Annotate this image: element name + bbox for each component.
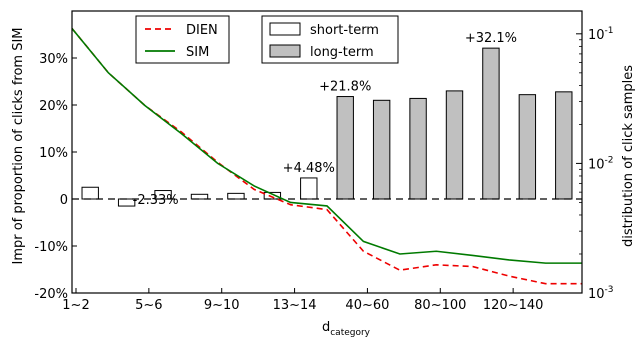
x-axis-label-subscript: category	[330, 328, 370, 338]
y-right-tick-label: 10-3	[588, 285, 614, 302]
legend-long-term-label: long-term	[310, 45, 374, 60]
y-right-tick-base: 10	[588, 28, 605, 43]
y-left-tick-label: 0	[60, 193, 68, 208]
bar-long-term-9	[409, 97, 427, 200]
bar-short-term-0	[81, 186, 99, 200]
y-right-tick-base: 10	[588, 157, 605, 172]
y-right-tick-label: 10-2	[588, 155, 614, 172]
legend-long-term-swatch	[269, 44, 301, 58]
x-tick-label: 120~140	[483, 298, 544, 313]
bar-group	[81, 47, 573, 207]
legend-sim-label: SIM	[186, 45, 209, 60]
y-right-tick-exponent: -2	[605, 155, 614, 165]
x-axis-label-main: d	[322, 320, 330, 335]
bar-long-term-10	[445, 90, 464, 200]
bar-annotation-7: +21.8%	[319, 80, 371, 95]
y-left-tick-label: 30%	[39, 52, 68, 67]
bar-long-term-7	[336, 96, 354, 200]
bar-short-term-4	[227, 192, 245, 200]
x-tick-label: 40~60	[345, 298, 389, 313]
y-axis-left: -20% -10% 0 10% 20% 30%	[34, 52, 77, 302]
y-right-tick-exponent: -1	[605, 26, 614, 36]
x-axis: 1~2 5~6 9~10 13~14 40~60 80~100 120~140	[62, 288, 543, 313]
y-axis-right-label: distribution of click samples	[621, 65, 636, 247]
x-axis-label: dcategory	[322, 320, 371, 338]
bar-short-term-3	[190, 193, 209, 200]
bar-long-term-13	[555, 91, 573, 200]
y-left-tick-label: -20%	[34, 287, 68, 302]
bar-long-term-8	[372, 99, 391, 200]
bar-short-term-6	[300, 177, 318, 200]
y-left-tick-label: -10%	[34, 240, 68, 255]
x-tick-label: 1~2	[62, 298, 89, 313]
x-tick-label: 80~100	[414, 298, 466, 313]
bar-short-term-2	[154, 190, 172, 200]
bar-long-term-12	[518, 94, 537, 200]
line-dien	[71, 27, 582, 285]
bar-annotation-1: -2.33%	[133, 193, 179, 208]
y-right-tick-base: 10	[588, 287, 605, 302]
x-tick-label: 9~10	[204, 298, 240, 313]
legend-bars: short-term long-term	[261, 15, 399, 64]
legend-dien-label: DIEN	[186, 23, 218, 38]
bar-short-term-5	[263, 191, 282, 200]
bar-annotation-6: +4.48%	[283, 161, 335, 176]
bar-annotations: -2.33% +4.48% +21.8% +32.1%	[133, 31, 517, 208]
y-left-tick-label: 10%	[39, 146, 68, 161]
legend-short-term-label: short-term	[310, 23, 379, 38]
line-group	[71, 27, 582, 285]
legend-lines: DIEN SIM	[135, 15, 230, 64]
x-tick-label: 13~14	[273, 298, 317, 313]
bar-long-term-11	[482, 47, 500, 200]
y-axis-left-label: Impr of proportion of clicks from SIM	[11, 27, 26, 264]
y-left-tick-label: 20%	[39, 99, 68, 114]
bar-annotation-11: +32.1%	[465, 31, 517, 46]
line-sim	[71, 27, 582, 264]
x-tick-label: 5~6	[135, 298, 162, 313]
y-right-tick-exponent: -3	[605, 285, 614, 295]
y-right-tick-label: 10-1	[588, 26, 614, 43]
y-axis-right: 10-110-210-3	[576, 26, 614, 302]
legend-short-term-swatch	[269, 22, 301, 36]
